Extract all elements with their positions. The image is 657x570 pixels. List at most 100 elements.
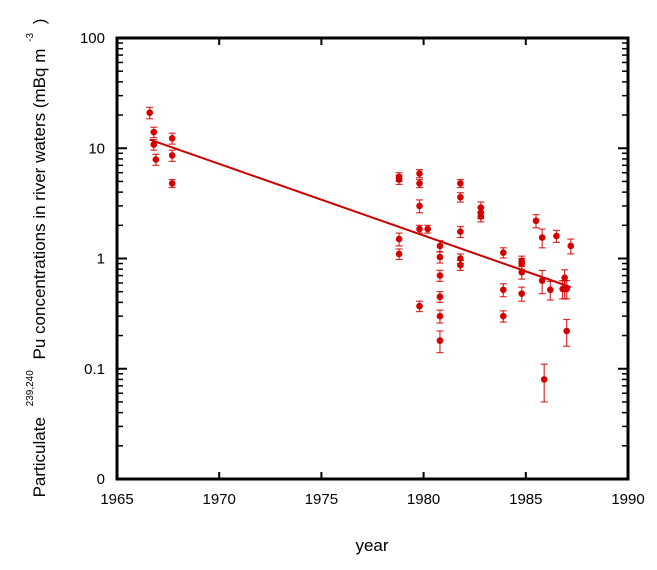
marker <box>416 202 423 210</box>
marker <box>538 277 546 284</box>
y-axis-title-suffix: ) <box>30 19 49 25</box>
y-axis-ticks: 0 0.1 1 10 100 <box>80 30 628 488</box>
y-tick-label: 0 <box>97 471 105 488</box>
data-point <box>436 291 444 303</box>
marker <box>436 242 444 250</box>
regression-line <box>149 138 572 289</box>
data-point <box>416 199 424 214</box>
marker <box>416 225 423 233</box>
data-point <box>532 214 540 229</box>
marker <box>436 312 444 320</box>
data-point <box>436 330 444 354</box>
marker <box>540 376 548 383</box>
data-point <box>456 178 464 189</box>
marker <box>395 235 403 243</box>
marker <box>150 141 158 148</box>
marker <box>146 109 154 117</box>
marker <box>416 302 423 310</box>
x-axis-ticks: 1965 1970 1975 1980 1985 1990 <box>100 38 645 508</box>
y-tick-label: 10 <box>88 140 105 157</box>
marker <box>395 176 403 183</box>
x-tick-label: 1990 <box>611 491 644 508</box>
marker <box>563 327 570 335</box>
data-points <box>146 106 575 403</box>
x-tick-label: 1980 <box>407 491 440 508</box>
data-point <box>436 251 444 264</box>
marker <box>168 135 176 142</box>
data-point <box>499 247 507 259</box>
data-point <box>395 232 403 247</box>
marker <box>152 156 160 163</box>
marker <box>457 180 464 187</box>
marker <box>518 290 526 297</box>
data-point <box>563 280 571 300</box>
marker <box>424 225 431 233</box>
marker <box>500 249 507 256</box>
marker <box>553 232 560 240</box>
data-point <box>456 225 464 239</box>
plot-border <box>115 36 630 481</box>
x-tick-label: 1985 <box>509 491 542 508</box>
data-point <box>424 224 432 234</box>
data-point <box>436 269 444 282</box>
fit-line <box>149 138 572 289</box>
marker <box>436 253 444 261</box>
data-point <box>150 126 158 139</box>
x-axis-title: year <box>355 536 388 555</box>
marker <box>416 180 423 187</box>
marker <box>436 293 444 301</box>
data-point <box>499 310 507 323</box>
x-tick-label: 1970 <box>203 491 236 508</box>
data-point <box>152 153 160 166</box>
data-point <box>518 286 526 302</box>
marker <box>168 152 176 159</box>
x-tick-label: 1965 <box>100 491 133 508</box>
marker <box>436 337 444 344</box>
y-tick-label: 0.1 <box>84 361 105 378</box>
data-point <box>168 149 176 162</box>
data-point <box>146 106 154 120</box>
marker <box>436 272 444 279</box>
marker <box>168 180 176 187</box>
marker <box>395 250 403 258</box>
data-point <box>567 238 575 255</box>
data-point <box>546 280 554 301</box>
marker <box>547 286 554 294</box>
y-tick-label: 1 <box>97 251 105 268</box>
data-point <box>538 269 546 295</box>
marker <box>416 170 423 177</box>
marker <box>532 217 540 225</box>
marker <box>567 242 575 250</box>
marker <box>518 260 526 267</box>
data-point <box>416 300 424 313</box>
y-axis-title-main: Pu concentrations in river waters (mBq m <box>30 49 49 360</box>
marker <box>500 286 507 294</box>
data-point <box>563 318 571 347</box>
marker <box>563 285 570 293</box>
data-point <box>456 192 464 203</box>
svg-text:Particulate 239,240: Particulate 239,240 Pu concentrations in… <box>18 19 49 498</box>
y-tick-label: 100 <box>80 30 105 47</box>
data-point <box>416 178 424 189</box>
marker <box>457 261 464 269</box>
marker <box>518 268 526 276</box>
y-axis-title: Particulate 239,240 Pu concentrations in… <box>18 19 49 498</box>
data-point <box>168 132 176 145</box>
marker <box>561 274 568 281</box>
marker <box>477 213 485 220</box>
marker <box>538 234 546 241</box>
data-point <box>168 178 176 189</box>
data-point <box>456 259 464 271</box>
data-point <box>436 309 444 324</box>
marker <box>150 128 158 136</box>
y-axis-title-isotope: 239,240 <box>25 370 36 407</box>
x-tick-label: 1975 <box>305 491 338 508</box>
marker <box>500 312 507 320</box>
data-point <box>150 138 158 151</box>
y-axis-title-unit-exp: -3 <box>25 33 36 42</box>
data-point <box>499 283 507 298</box>
data-point <box>540 363 548 403</box>
marker <box>457 228 464 236</box>
data-point <box>552 229 560 243</box>
